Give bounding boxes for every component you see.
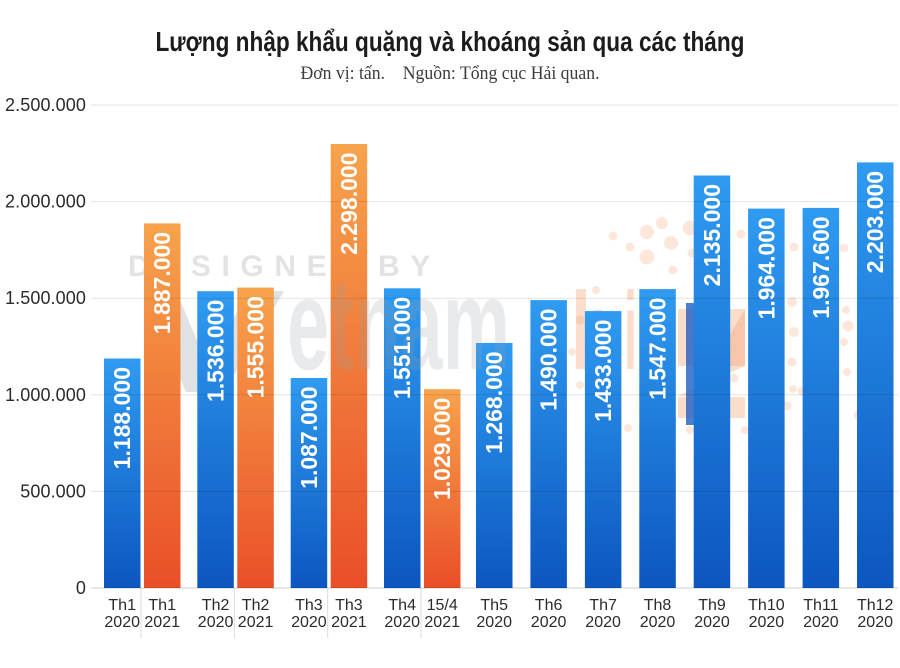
svg-text:2021: 2021 [144,614,180,631]
svg-text:1.547.000: 1.547.000 [645,298,671,400]
svg-text:Th1: Th1 [148,597,176,614]
svg-text:1.000.000: 1.000.000 [5,385,86,405]
svg-text:1.887.000: 1.887.000 [149,232,175,334]
svg-text:1.967.600: 1.967.600 [808,216,834,318]
svg-text:Th2: Th2 [242,597,270,614]
svg-text:2020: 2020 [291,614,327,631]
svg-text:2021: 2021 [331,614,367,631]
svg-text:Th1: Th1 [108,597,136,614]
svg-text:Th5: Th5 [480,597,508,614]
svg-text:1.964.000: 1.964.000 [753,217,779,319]
svg-text:1.433.000: 1.433.000 [590,320,616,422]
svg-text:Th8: Th8 [644,597,672,614]
svg-text:Th4: Th4 [388,597,416,614]
svg-text:15/4: 15/4 [427,597,458,614]
svg-text:0: 0 [76,578,86,598]
svg-text:1.500.000: 1.500.000 [5,288,86,308]
svg-text:1.268.000: 1.268.000 [481,352,507,454]
svg-text:2.135.000: 2.135.000 [699,184,725,286]
svg-text:2.000.000: 2.000.000 [5,192,86,212]
svg-text:2020: 2020 [531,614,567,631]
svg-text:Lượng nhập khẩu quặng và khoán: Lượng nhập khẩu quặng và khoáng sản qua … [156,26,745,57]
svg-text:1.555.000: 1.555.000 [243,296,269,398]
svg-text:Th7: Th7 [589,597,617,614]
svg-text:Th6: Th6 [535,597,563,614]
svg-text:500.000: 500.000 [20,481,86,501]
svg-text:2020: 2020 [104,614,140,631]
svg-text:2020: 2020 [803,614,839,631]
svg-text:Đơn vị: tấn. Nguồn: Tổng cục H: Đơn vị: tấn. Nguồn: Tổng cục Hải quan. [301,64,600,84]
svg-text:2020: 2020 [585,614,621,631]
svg-text:2020: 2020 [476,614,512,631]
svg-text:i: i [624,270,637,393]
svg-text:1.551.000: 1.551.000 [389,297,415,399]
svg-text:Th3: Th3 [295,597,323,614]
svg-text:2.298.000: 2.298.000 [336,153,362,255]
svg-text:1.536.000: 1.536.000 [203,300,229,402]
svg-text:1.087.000: 1.087.000 [296,387,322,489]
svg-text:Th10: Th10 [748,597,785,614]
svg-text:Th9: Th9 [698,597,726,614]
svg-text:2020: 2020 [640,614,676,631]
svg-text:Th2: Th2 [202,597,230,614]
svg-text:1.188.000: 1.188.000 [109,367,135,469]
svg-text:Th3: Th3 [335,597,363,614]
svg-text:2.203.000: 2.203.000 [862,171,888,273]
svg-text:2020: 2020 [857,614,893,631]
svg-text:2020: 2020 [749,614,785,631]
svg-text:2021: 2021 [424,614,460,631]
svg-text:Th11: Th11 [803,597,838,614]
svg-text:2020: 2020 [694,614,730,631]
svg-text:BY: BY [378,250,441,283]
svg-text:2.500.000: 2.500.000 [5,95,86,115]
svg-text:1.490.000: 1.490.000 [536,309,562,411]
svg-text:2021: 2021 [238,614,274,631]
svg-text:1.029.000: 1.029.000 [429,398,455,500]
svg-text:2020: 2020 [384,614,420,631]
svg-text:2020: 2020 [198,614,234,631]
svg-text:Th12: Th12 [857,597,894,614]
svg-text:etnam: etnam [287,251,510,397]
